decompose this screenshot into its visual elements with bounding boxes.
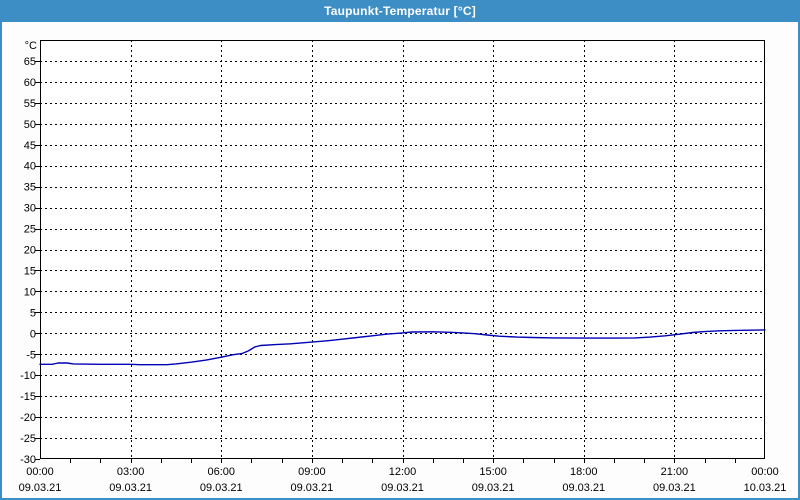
y-tick-label: 40 [24, 161, 36, 173]
y-tick-label: -15 [20, 391, 36, 403]
x-tick-date-label: 09.03.21 [200, 482, 243, 494]
y-tick-label: 35 [24, 182, 36, 194]
x-tick-date-label: 09.03.21 [381, 482, 424, 494]
x-tick-time-label: 06:00 [207, 466, 235, 478]
plot-background [40, 40, 765, 459]
x-tick-time-label: 18:00 [570, 466, 598, 478]
y-tick-label: 20 [24, 245, 36, 257]
x-tick-date-label: 09.03.21 [290, 482, 333, 494]
y-tick-label: 65 [24, 56, 36, 68]
y-tick-label: -5 [26, 349, 36, 361]
y-axis-labels: °C -30 -25 -20 -15 -10 -5 0 5 10 15 20 25 30 35 40 45 50 5… [20, 40, 37, 466]
y-tick-label: -20 [20, 412, 36, 424]
x-tick-time-label: 21:00 [661, 466, 689, 478]
y-tick-label: -10 [20, 370, 36, 382]
x-axis-labels: 00:00 09.03.21 03:00 09.03.21 06:00 09.03.21 0… [19, 466, 787, 494]
y-tick-label: 25 [24, 224, 36, 236]
window-titlebar: Taupunkt-Temperatur [°C] [0, 0, 800, 22]
x-tick-date-label: 09.03.21 [472, 482, 515, 494]
y-tick-label: 45 [24, 140, 36, 152]
x-tick-time-label: 15:00 [479, 466, 507, 478]
y-tick-label: 50 [24, 119, 36, 131]
plot-border [40, 40, 765, 459]
y-tick-label: 0 [30, 328, 36, 340]
window-title: Taupunkt-Temperatur [°C] [324, 4, 476, 18]
x-tick-time-label: 00:00 [751, 466, 779, 478]
y-axis-unit-label: °C [25, 40, 37, 52]
x-tick-date-label: 09.03.21 [19, 482, 62, 494]
x-tick-time-label: 09:00 [298, 466, 326, 478]
axis-ticks [35, 61, 736, 463]
x-tick-date-label: 10.03.21 [744, 482, 787, 494]
gridlines [40, 40, 765, 459]
y-tick-label: -25 [20, 433, 36, 445]
y-tick-label: -30 [20, 454, 36, 466]
x-tick-date-label: 09.03.21 [109, 482, 152, 494]
y-tick-label: 55 [24, 98, 36, 110]
x-tick-time-label: 03:00 [117, 466, 145, 478]
y-tick-label: 5 [30, 307, 36, 319]
x-tick-date-label: 09.03.21 [562, 482, 605, 494]
y-tick-label: 10 [24, 286, 36, 298]
y-tick-label: 15 [24, 265, 36, 277]
x-tick-time-label: 12:00 [389, 466, 417, 478]
x-tick-date-label: 09.03.21 [653, 482, 696, 494]
y-tick-label: 30 [24, 203, 36, 215]
x-tick-time-label: 00:00 [26, 466, 54, 478]
y-tick-label: 60 [24, 77, 36, 89]
series-line [39, 329, 766, 366]
